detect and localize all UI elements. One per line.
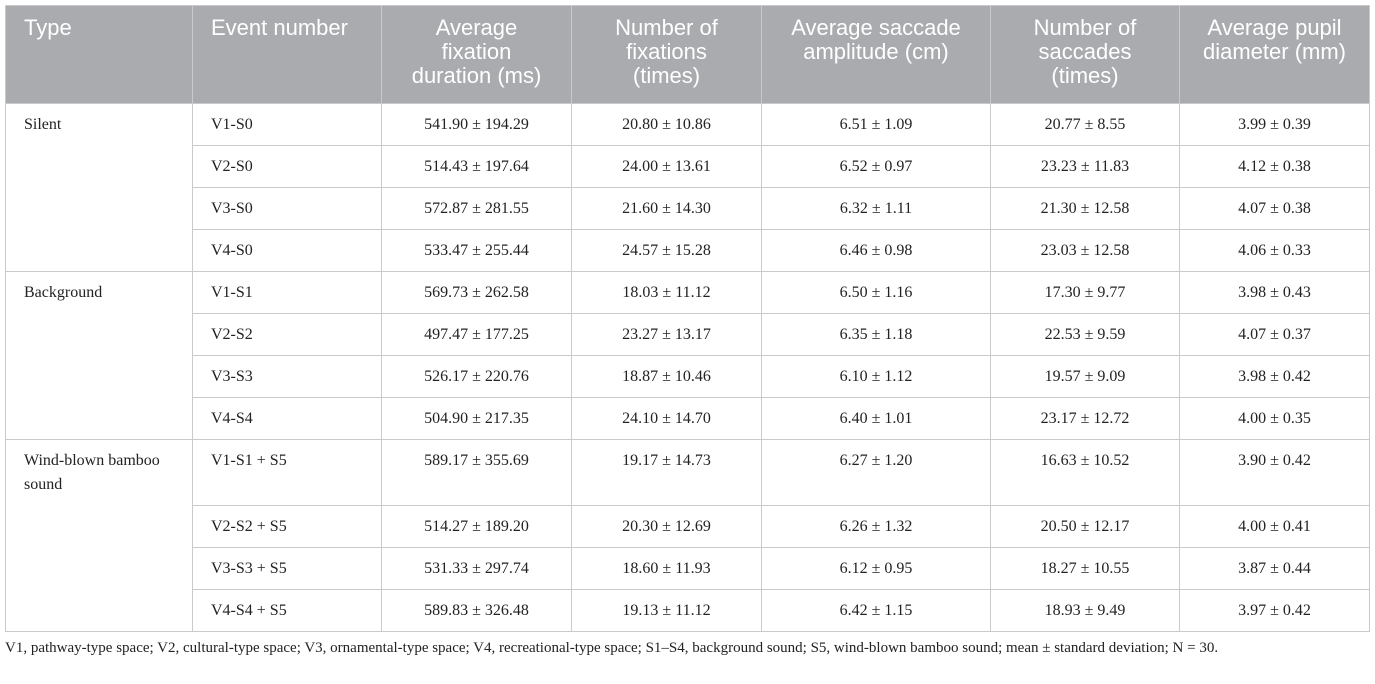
event-cell: V1-S1: [192, 271, 382, 314]
value-cell: 4.07 ± 0.38: [1179, 187, 1370, 230]
event-cell: V1-S1 + S5: [192, 439, 382, 506]
value-cell: 3.99 ± 0.39: [1179, 103, 1370, 146]
value-cell: 23.27 ± 13.17: [571, 313, 762, 356]
value-cell: 6.50 ± 1.16: [761, 271, 991, 314]
value-cell: 24.10 ± 14.70: [571, 397, 762, 440]
value-cell: 504.90 ± 217.35: [381, 397, 572, 440]
value-cell: 20.30 ± 12.69: [571, 505, 762, 548]
value-cell: 3.98 ± 0.42: [1179, 355, 1370, 398]
value-cell: 6.32 ± 1.11: [761, 187, 991, 230]
value-cell: 3.98 ± 0.43: [1179, 271, 1370, 314]
table-body: Silent V1-S0 541.90 ± 194.29 20.80 ± 10.86 6…: [5, 103, 1370, 632]
value-cell: 4.12 ± 0.38: [1179, 145, 1370, 188]
value-cell: 24.57 ± 15.28: [571, 229, 762, 272]
header-cell: Event number: [192, 5, 382, 104]
value-cell: 19.13 ± 11.12: [571, 589, 762, 632]
type-cell: Wind-blown bamboo sound: [5, 439, 193, 632]
event-cell: V3-S3 + S5: [192, 547, 382, 590]
value-cell: 569.73 ± 262.58: [381, 271, 572, 314]
header-cell: Type: [5, 5, 193, 104]
value-cell: 3.90 ± 0.42: [1179, 439, 1370, 506]
type-cell: Background: [5, 271, 193, 440]
event-cell: V1-S0: [192, 103, 382, 146]
value-cell: 19.17 ± 14.73: [571, 439, 762, 506]
value-cell: 526.17 ± 220.76: [381, 355, 572, 398]
value-cell: 541.90 ± 194.29: [381, 103, 572, 146]
table-row: Wind-blown bamboo sound V1-S1 + S5 589.17 …: [5, 439, 1370, 632]
value-cell: 23.23 ± 11.83: [990, 145, 1180, 188]
value-cell: 20.80 ± 10.86: [571, 103, 762, 146]
footnote: V1, pathway-type space; V2, cultural-typ…: [5, 640, 1219, 656]
value-cell: 6.46 ± 0.98: [761, 229, 991, 272]
value-cell: 3.87 ± 0.44: [1179, 547, 1370, 590]
value-cell: 4.07 ± 0.37: [1179, 313, 1370, 356]
value-cell: 589.83 ± 326.48: [381, 589, 572, 632]
value-cell: 22.53 ± 9.59: [990, 313, 1180, 356]
value-cell: 514.27 ± 189.20: [381, 505, 572, 548]
value-cell: 18.60 ± 11.93: [571, 547, 762, 590]
table-row: Background V1-S1 569.73 ± 262.58 18.03 ± 11…: [5, 271, 1370, 440]
value-cell: 17.30 ± 9.77: [990, 271, 1180, 314]
value-cell: 18.87 ± 10.46: [571, 355, 762, 398]
value-cell: 4.00 ± 0.35: [1179, 397, 1370, 440]
value-cell: 531.33 ± 297.74: [381, 547, 572, 590]
event-cell: V3-S0: [192, 187, 382, 230]
table-row: V3-S3 526.17 ± 220.76 18.87 ± 10.46 6.10 ± …: [6, 355, 1370, 398]
table-row: V2-S0 514.43 ± 197.64 24.00 ± 13.61 6.52 ± …: [6, 145, 1370, 188]
value-cell: 23.03 ± 12.58: [990, 229, 1180, 272]
value-cell: 4.06 ± 0.33: [1179, 229, 1370, 272]
table-row: V4-S0 533.47 ± 255.44 24.57 ± 15.28 6.46 ± …: [6, 229, 1370, 272]
value-cell: 19.57 ± 9.09: [990, 355, 1180, 398]
event-cell: V2-S0: [192, 145, 382, 188]
value-cell: 6.42 ± 1.15: [761, 589, 991, 632]
value-cell: 6.10 ± 1.12: [761, 355, 991, 398]
event-cell: V4-S0: [192, 229, 382, 272]
value-cell: 6.52 ± 0.97: [761, 145, 991, 188]
header-cell: Number of fixations (times): [571, 5, 762, 104]
event-cell: V2-S2: [192, 313, 382, 356]
value-cell: 20.77 ± 8.55: [990, 103, 1180, 146]
value-cell: 6.27 ± 1.20: [761, 439, 991, 506]
value-cell: 6.51 ± 1.09: [761, 103, 991, 146]
value-cell: 6.40 ± 1.01: [761, 397, 991, 440]
value-cell: 4.00 ± 0.41: [1179, 505, 1370, 548]
value-cell: 18.03 ± 11.12: [571, 271, 762, 314]
value-cell: 6.35 ± 1.18: [761, 313, 991, 356]
header-cell: Average saccade amplitude (cm): [761, 5, 991, 104]
value-cell: 514.43 ± 197.64: [381, 145, 572, 188]
value-cell: 21.60 ± 14.30: [571, 187, 762, 230]
event-cell: V4-S4: [192, 397, 382, 440]
table-row: V3-S0 572.87 ± 281.55 21.60 ± 14.30 6.32 ± …: [6, 187, 1370, 230]
header-cell: Average fixation duration (ms): [381, 5, 572, 104]
value-cell: 533.47 ± 255.44: [381, 229, 572, 272]
event-cell: V3-S3: [192, 355, 382, 398]
type-cell: Silent: [5, 103, 193, 272]
header-cell: Average pupil diameter (mm): [1179, 5, 1370, 104]
value-cell: 3.97 ± 0.42: [1179, 589, 1370, 632]
value-cell: 18.27 ± 10.55: [990, 547, 1180, 590]
table-row: V3-S3 + S5 531.33 ± 297.74 18.60 ± 11.93 6.…: [6, 547, 1370, 590]
event-cell: V2-S2 + S5: [192, 505, 382, 548]
value-cell: 497.47 ± 177.25: [381, 313, 572, 356]
header-row: Type Event number Average fixation duratio…: [5, 5, 1370, 104]
event-cell: V4-S4 + S5: [192, 589, 382, 632]
value-cell: 23.17 ± 12.72: [990, 397, 1180, 440]
table-row: V2-S2 + S5 514.27 ± 189.20 20.30 ± 12.69 6.…: [6, 505, 1370, 548]
value-cell: 572.87 ± 281.55: [381, 187, 572, 230]
value-cell: 6.12 ± 0.95: [761, 547, 991, 590]
table-row: V2-S2 497.47 ± 177.25 23.27 ± 13.17 6.35 ± …: [6, 313, 1370, 356]
data-table: Type Event number Average fixation duratio…: [5, 5, 1370, 632]
value-cell: 6.26 ± 1.32: [761, 505, 991, 548]
value-cell: 24.00 ± 13.61: [571, 145, 762, 188]
table-row: Silent V1-S0 541.90 ± 194.29 20.80 ± 10.86 6…: [5, 103, 1370, 272]
table-row: V4-S4 + S5 589.83 ± 326.48 19.13 ± 11.12 6.…: [6, 589, 1370, 632]
value-cell: 20.50 ± 12.17: [990, 505, 1180, 548]
value-cell: 18.93 ± 9.49: [990, 589, 1180, 632]
value-cell: 589.17 ± 355.69: [381, 439, 572, 506]
table-row: V4-S4 504.90 ± 217.35 24.10 ± 14.70 6.40 ± …: [6, 397, 1370, 440]
value-cell: 21.30 ± 12.58: [990, 187, 1180, 230]
header-cell: Number of saccades (times): [990, 5, 1180, 104]
value-cell: 16.63 ± 10.52: [990, 439, 1180, 506]
